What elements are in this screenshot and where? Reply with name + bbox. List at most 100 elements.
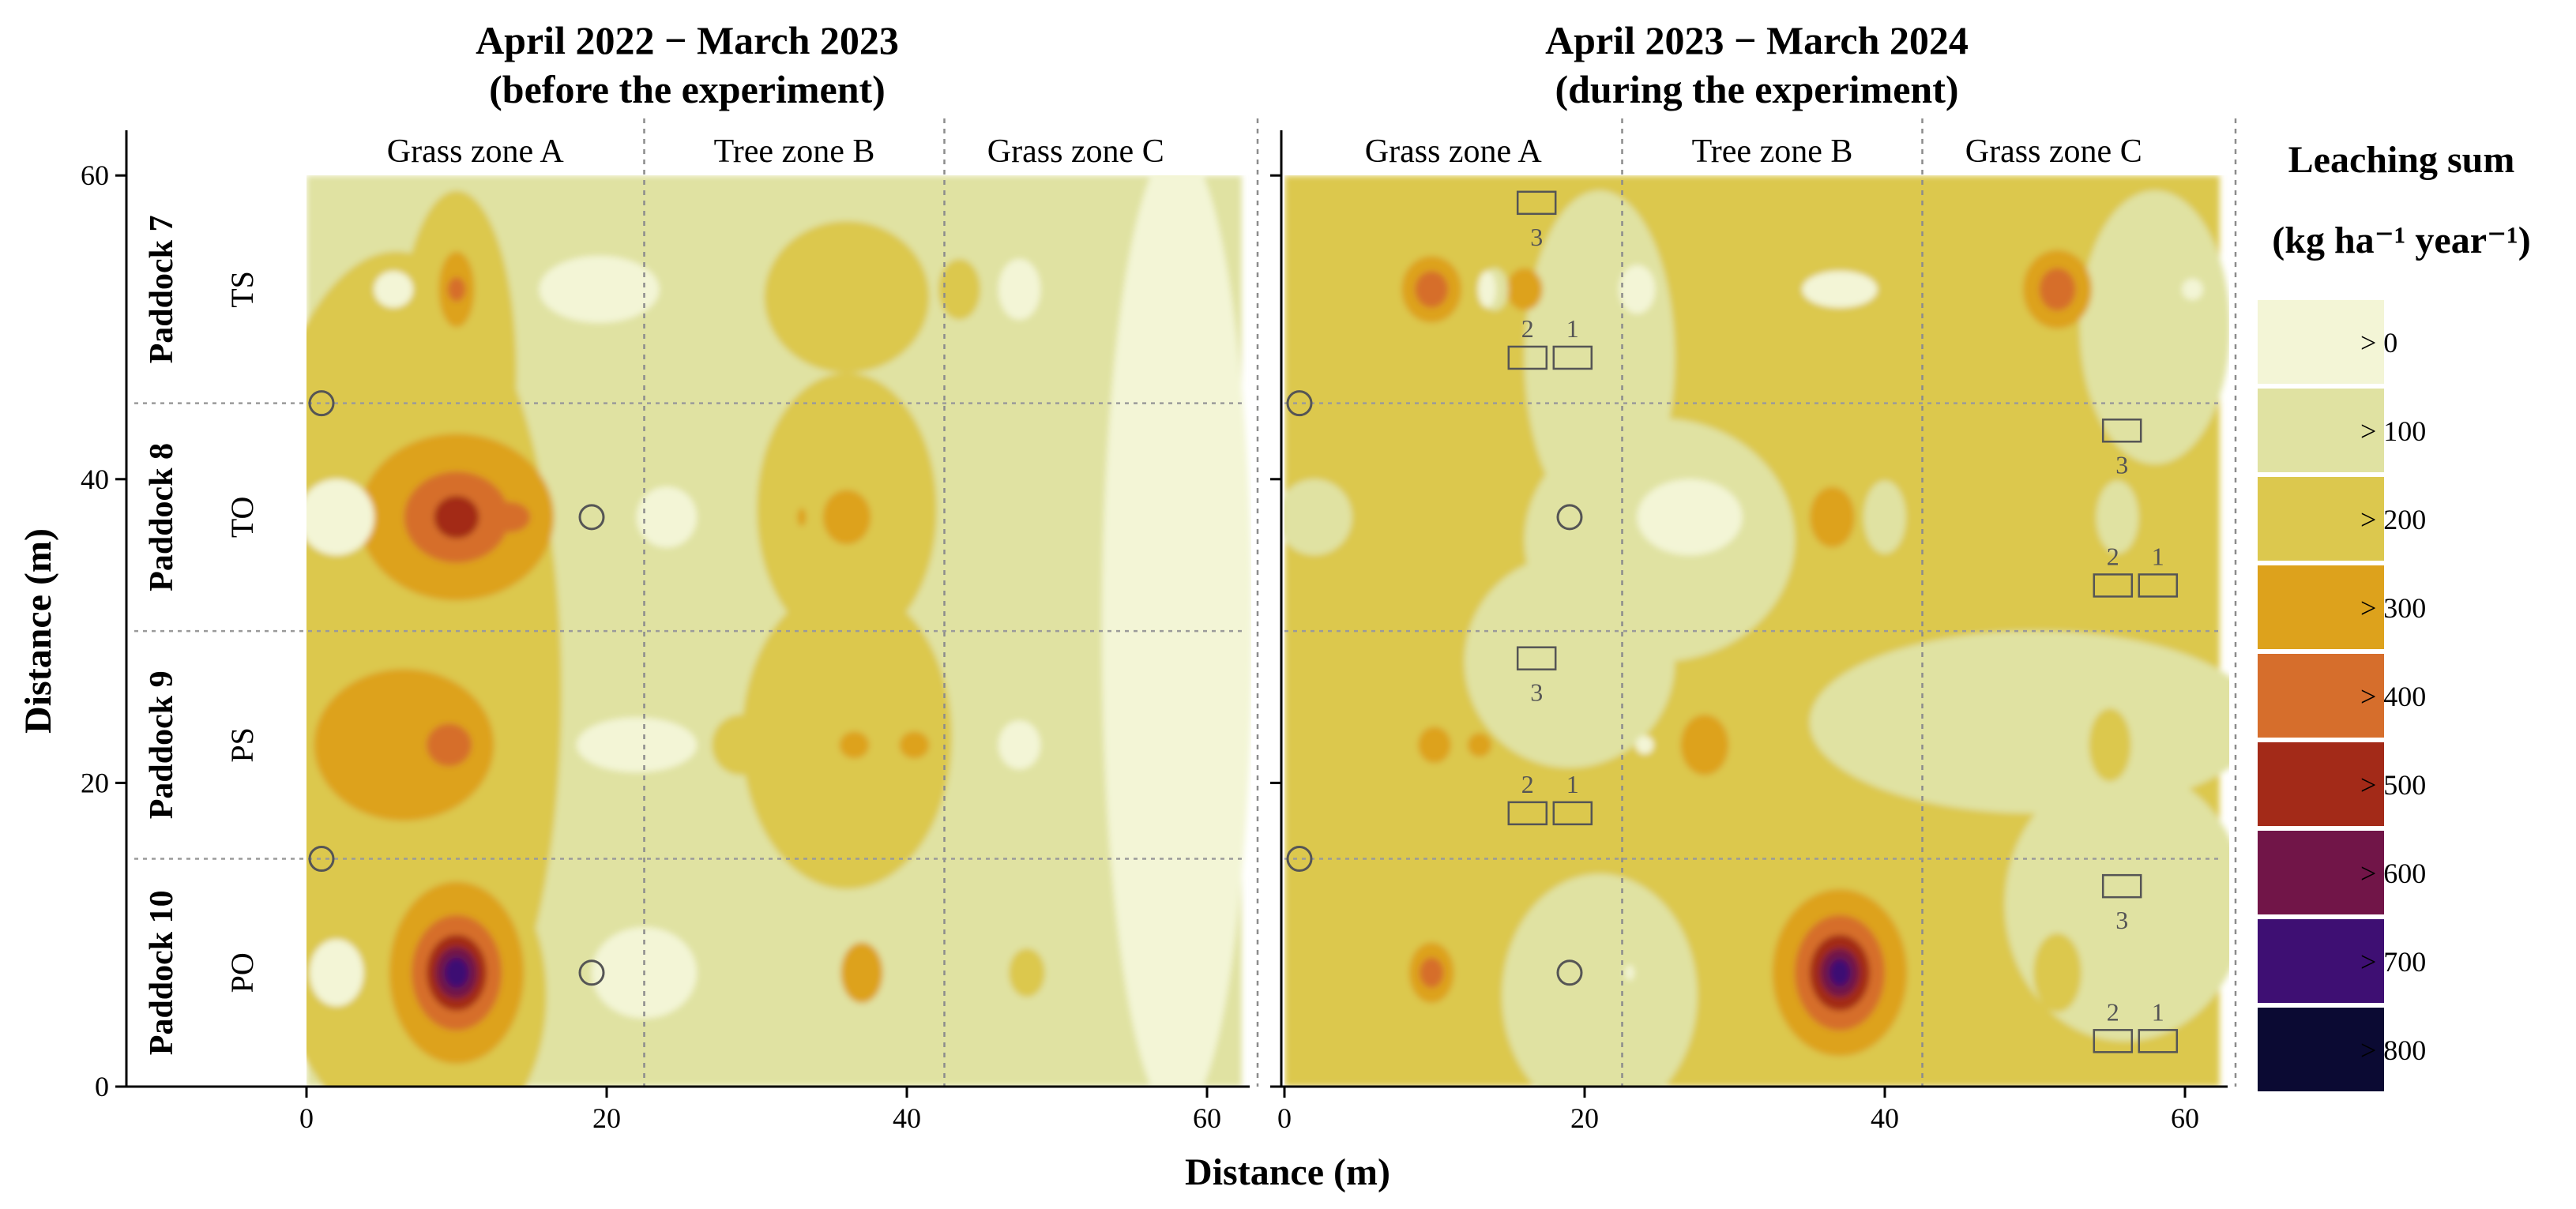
well-marker xyxy=(1556,959,1583,986)
zone-paddock-grid-right xyxy=(1284,118,2237,1087)
legend-label: > 500 xyxy=(2360,769,2426,801)
lysimeter-number: 2 xyxy=(1521,314,1534,343)
legend-label: > 800 xyxy=(2360,1034,2426,1066)
legend-swatch xyxy=(2258,1008,2384,1091)
legend-swatch xyxy=(2258,477,2384,561)
contour-region xyxy=(637,486,697,548)
zone-label: Grass zone C xyxy=(1965,133,2142,170)
legend-label: > 600 xyxy=(2360,858,2426,889)
contour-region xyxy=(309,939,364,1007)
paddock-label: Paddock 8 xyxy=(144,443,180,591)
contour-region xyxy=(712,714,772,775)
contour-region xyxy=(1420,957,1444,989)
lysimeter-number: 3 xyxy=(2115,450,2128,479)
contour-region xyxy=(427,723,472,767)
lysimeter-number: 3 xyxy=(1530,678,1543,707)
lysimeter-number: 3 xyxy=(1530,223,1543,251)
legend-swatch xyxy=(2258,831,2384,914)
contour-region xyxy=(306,479,374,555)
y-tick-label: 40 xyxy=(81,464,109,495)
panel-left-title-line1: April 2022 − March 2023 xyxy=(476,18,899,62)
well-marker xyxy=(308,846,335,873)
x-tick-label: 20 xyxy=(592,1102,621,1134)
legend-swatch xyxy=(2258,300,2384,384)
treatment-label: TO xyxy=(224,497,260,539)
contour-region xyxy=(447,277,466,302)
legend-swatch xyxy=(2258,389,2384,472)
contour-region xyxy=(899,731,930,759)
legend-label: > 400 xyxy=(2360,681,2426,712)
well-marker xyxy=(1286,390,1313,417)
y-tick-label: 20 xyxy=(81,767,109,798)
lysimeter-marker xyxy=(1552,801,1593,826)
lysimeter-marker xyxy=(1507,345,1548,370)
contour-region xyxy=(1680,714,1729,775)
contour-region xyxy=(1810,631,2229,813)
contour-region xyxy=(1502,873,1698,1087)
lysimeter-marker xyxy=(2138,573,2179,598)
wells-left xyxy=(308,390,605,986)
lysimeter-number: 2 xyxy=(2107,542,2119,570)
contour-region xyxy=(1802,271,1878,308)
treatment-label: TS xyxy=(224,271,260,308)
contour-region xyxy=(822,490,871,545)
contour-region xyxy=(1637,479,1743,555)
contour-region xyxy=(839,731,870,759)
zone-label: Grass zone C xyxy=(987,133,1164,170)
legend-swatch xyxy=(2258,919,2384,1003)
lysimeter-marker xyxy=(2101,873,2142,899)
lysimeter-number: 1 xyxy=(2152,997,2164,1026)
contour-region xyxy=(539,256,660,323)
zone-label: Grass zone A xyxy=(387,133,565,170)
contour-region xyxy=(1467,732,1492,757)
legend-swatch xyxy=(2258,654,2384,738)
axes-right: 0 20 40 60 xyxy=(1270,130,2228,1134)
panel-during-experiment: Grass zone A Tree zone B Grass zone C 32 13… xyxy=(1270,118,2237,1134)
contour-region xyxy=(2039,268,2076,311)
lysimeter-marker xyxy=(1552,345,1593,370)
heatmap-area-left xyxy=(306,175,1251,1087)
contour-region xyxy=(1863,480,1906,554)
panel-left-title-line2: (before the experiment) xyxy=(489,67,886,111)
contour-region xyxy=(998,720,1041,770)
x-tick-label: 60 xyxy=(2171,1102,2199,1134)
x-tick-label: 0 xyxy=(299,1102,314,1134)
zone-label: Tree zone B xyxy=(1692,133,1853,170)
contour-region xyxy=(1478,271,1496,308)
contour-region xyxy=(1810,486,1855,548)
panel-right-title-line1: April 2023 − March 2024 xyxy=(1545,18,1969,62)
contour-region xyxy=(487,501,531,533)
legend-label: > 100 xyxy=(2360,415,2426,447)
well-marker xyxy=(1556,504,1583,531)
legend: Leaching sum (kg ha⁻¹ year⁻¹) > 0> 100> … xyxy=(2258,139,2531,1091)
panel-before-experiment: Grass zone A Tree zone B Grass zone C 0 20 4… xyxy=(81,118,1259,1134)
paddock-label: Paddock 10 xyxy=(144,890,180,1055)
treatment-label: PS xyxy=(224,727,260,763)
lysimeter-marker xyxy=(1516,646,1557,670)
zone-labels-right: Grass zone A Tree zone B Grass zone C xyxy=(1365,133,2142,170)
paddock-label: Paddock 7 xyxy=(144,215,180,363)
contour-regions-left xyxy=(306,175,1251,1087)
legend-label: > 0 xyxy=(2360,327,2397,359)
contour-region xyxy=(1506,268,1543,311)
lysimeters-right: 3 2 1 3 2 1 3 2 1 3 2 1 xyxy=(1507,190,2179,1053)
x-tick-label: 40 xyxy=(1871,1102,1899,1134)
contour-region xyxy=(2089,708,2131,782)
zone-labels-left: Grass zone A Tree zone B Grass zone C xyxy=(387,133,1164,170)
x-tick-label: 40 xyxy=(893,1102,921,1134)
x-tick-label: 60 xyxy=(1193,1102,1221,1134)
x-axis-title: Distance (m) xyxy=(1185,1151,1390,1193)
contour-region xyxy=(2033,933,2081,1012)
treatment-label: PO xyxy=(224,952,260,993)
contour-region xyxy=(840,942,883,1004)
contour-region xyxy=(1415,271,1449,308)
legend-label: > 200 xyxy=(2360,504,2426,535)
well-marker xyxy=(578,959,605,986)
contour-region xyxy=(1009,948,1045,997)
legend-swatch xyxy=(2258,742,2384,826)
contour-region xyxy=(577,717,697,772)
contour-region xyxy=(1625,965,1634,981)
contour-region xyxy=(1418,727,1451,764)
legend-items: > 0 > 100 > 200 > 300 > 400 > 500 > 600 > 700 > … xyxy=(2258,300,2426,1091)
